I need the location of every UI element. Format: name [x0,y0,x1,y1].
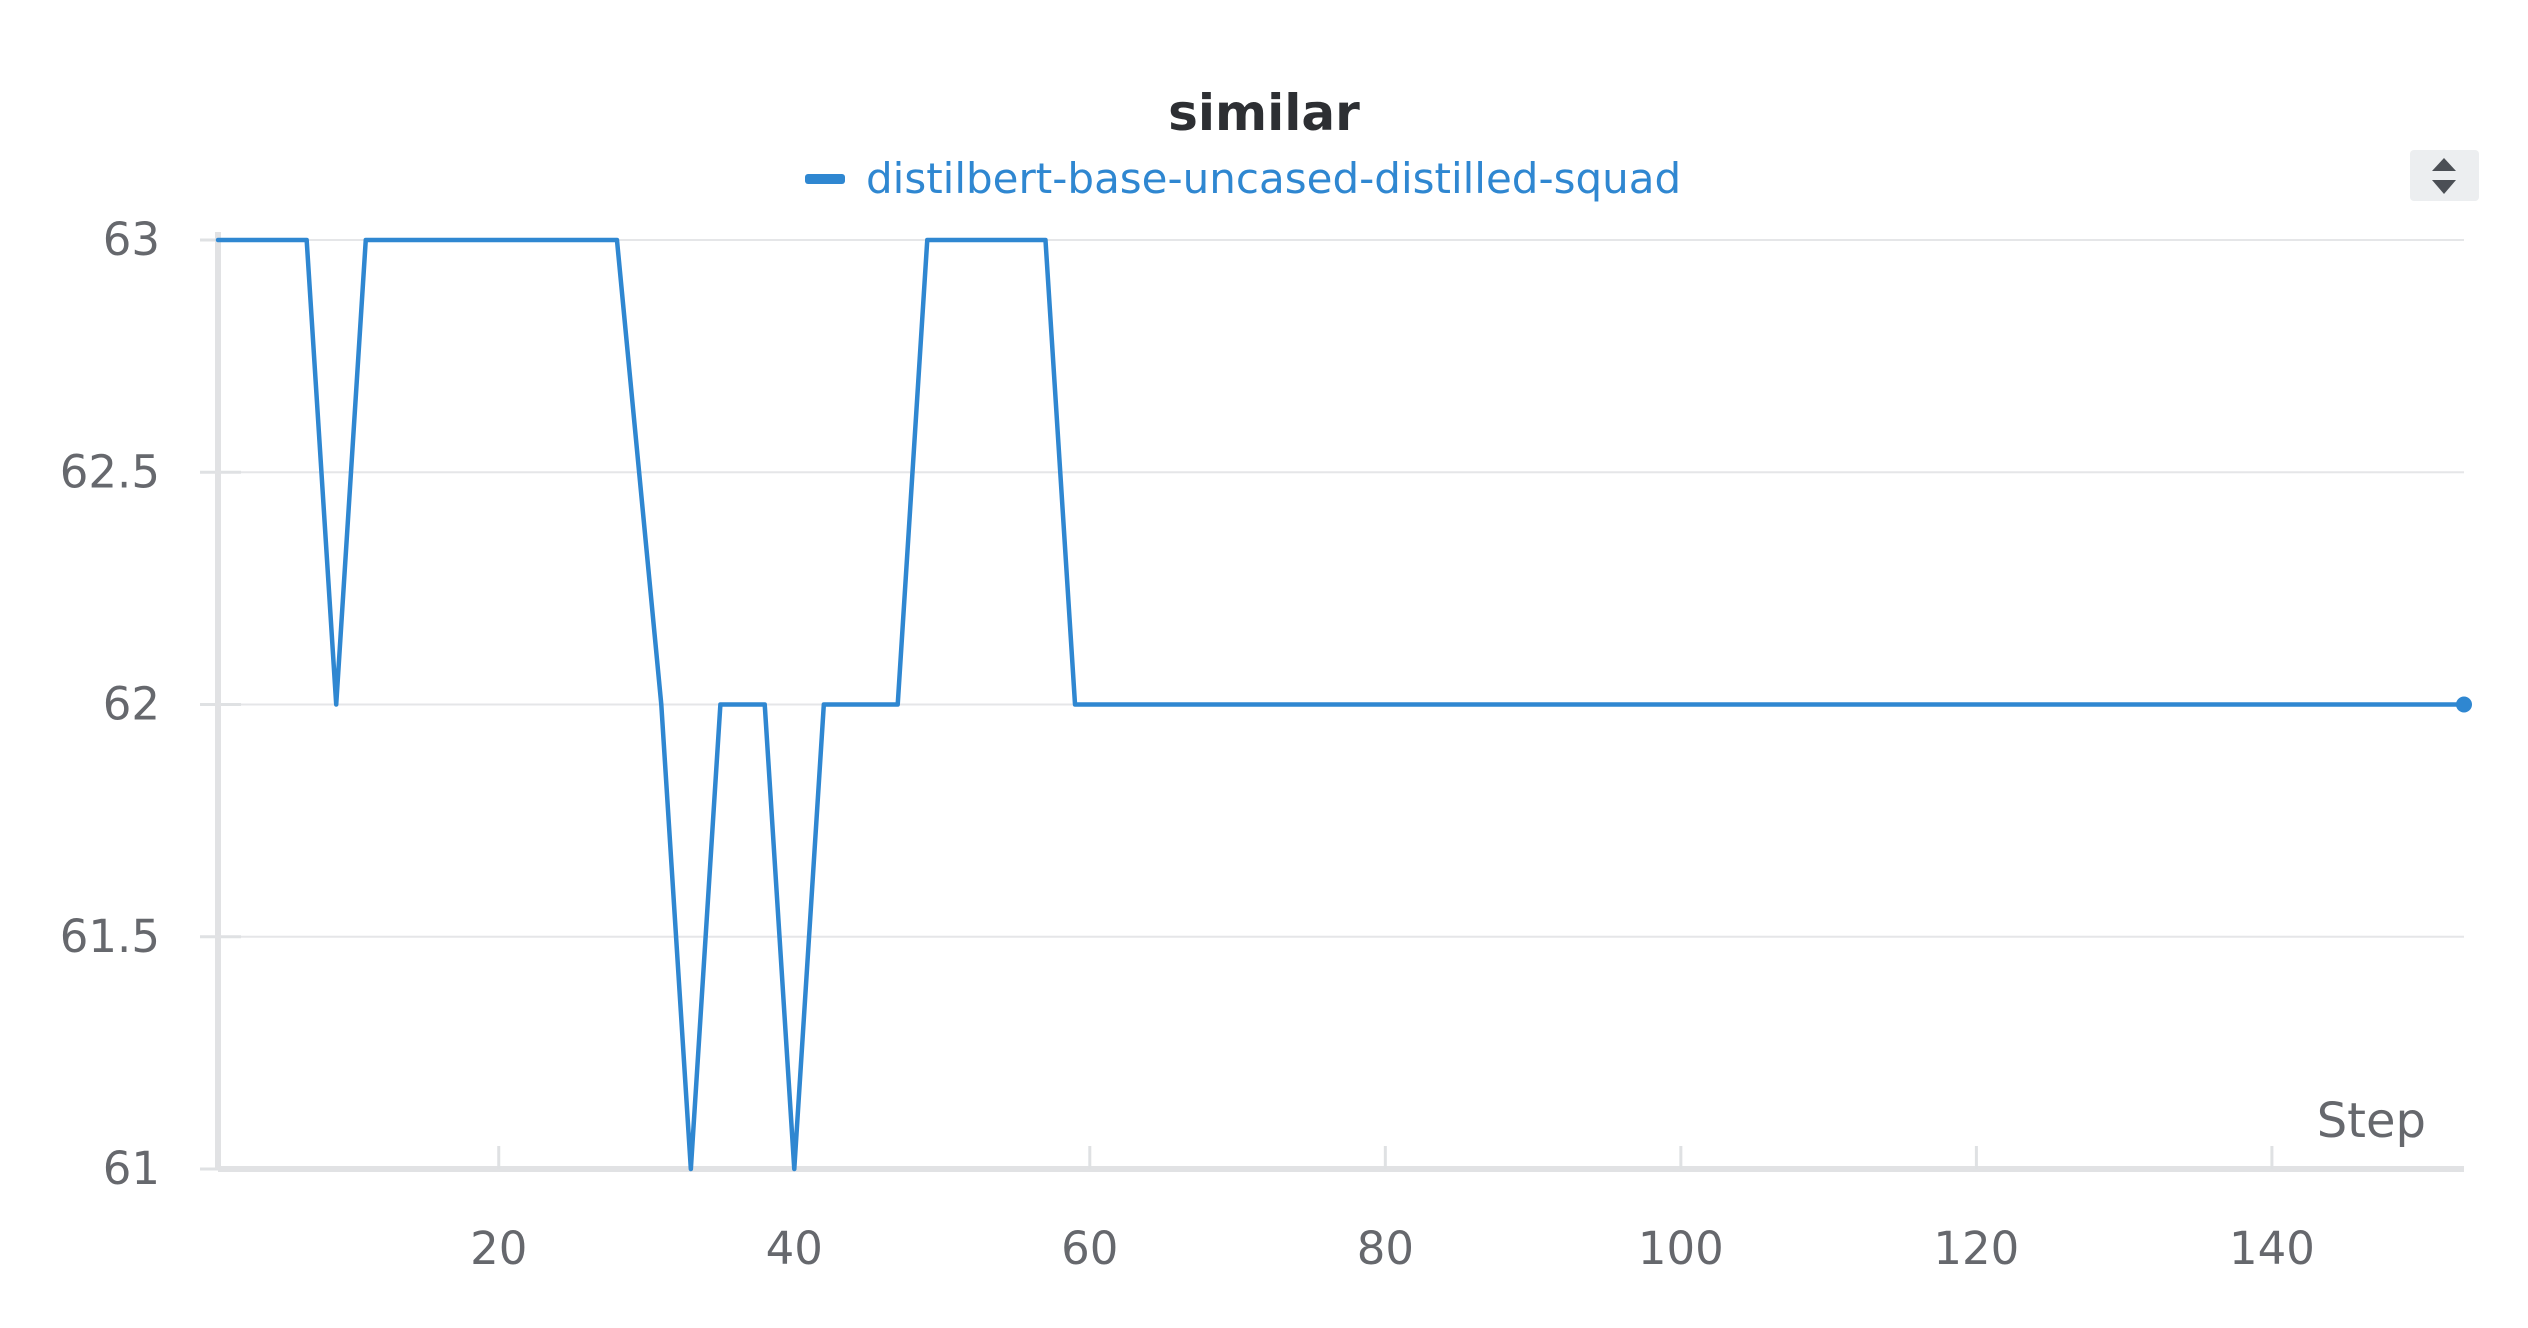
legend: distilbert-base-uncased-distilled-squad [805,154,1681,203]
series-layer [215,237,2472,1172]
controls-background[interactable] [2410,150,2479,201]
chart-text: similar distilbert-base-uncased-distille… [805,84,2479,1149]
x-tick-label: 20 [470,1222,527,1275]
x-tick-label: 60 [1061,1222,1118,1275]
series-end-point [2456,696,2472,713]
y-tick-label: 62.5 [60,445,160,498]
legend-label: distilbert-base-uncased-distilled-squad [866,154,1681,203]
y-tick-label: 61.5 [60,910,160,963]
chart-controls[interactable] [2410,150,2479,201]
chart-title: similar [1168,84,1360,142]
y-tick-label: 62 [103,678,160,731]
axes: 61 61.5 62 62.5 63 20 40 60 80 100 120 140 [60,213,2464,1275]
series-line [215,237,2467,1172]
y-tick-label: 61 [103,1142,160,1195]
sort-arrows-icon[interactable] [2432,158,2456,194]
x-tick-label: 100 [1638,1222,1724,1275]
x-tick-label: 140 [2229,1222,2315,1275]
x-axis-label: Step [2317,1093,2426,1149]
y-tick-label: 63 [103,213,160,266]
legend-line [805,174,845,184]
x-tick-label: 120 [1933,1222,2019,1275]
x-tick-label: 40 [766,1222,823,1275]
x-tick-label: 80 [1357,1222,1414,1275]
